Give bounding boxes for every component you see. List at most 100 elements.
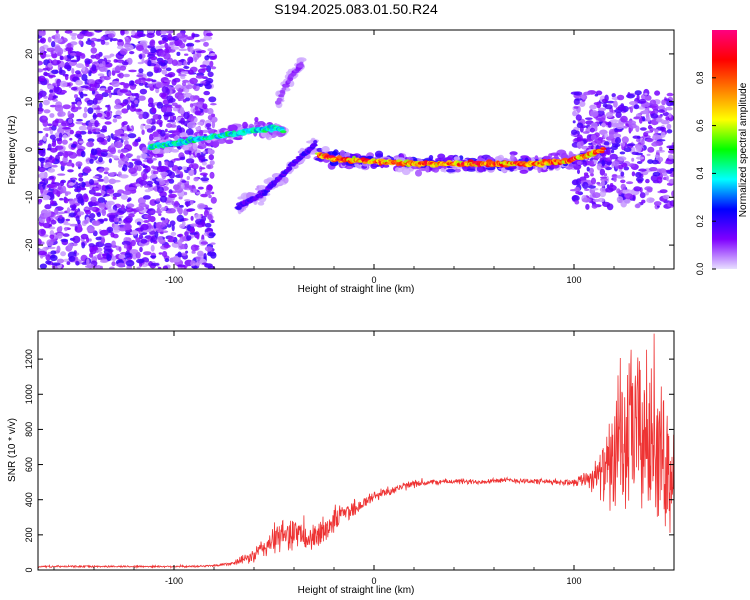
heatmap-cell (635, 171, 642, 178)
heatmap-cell (56, 258, 64, 264)
heatmap-cell (123, 82, 130, 89)
heatmap-cell (75, 63, 85, 69)
heatmap-cell (125, 259, 135, 267)
heatmap-cell (626, 181, 634, 185)
heatmap-cell (165, 210, 173, 214)
spectrogram-x-tick-label: 0 (371, 275, 376, 285)
heatmap-cell (82, 65, 86, 72)
heatmap-cell (83, 219, 89, 224)
heatmap-cell (62, 134, 68, 139)
heatmap-cell (162, 265, 168, 269)
heatmap-cell (119, 89, 128, 93)
heatmap-cell (108, 178, 117, 185)
heatmap-cell (114, 98, 121, 106)
snr-y-tick-label: 0 (24, 567, 34, 572)
heatmap-cell (57, 151, 64, 157)
heatmap-cell (94, 30, 103, 33)
heatmap-cell (139, 88, 148, 95)
heatmap-cell (519, 169, 529, 174)
heatmap-cell (185, 201, 189, 208)
heatmap-cell (104, 121, 112, 125)
heatmap-cell (623, 166, 630, 171)
heatmap-cell (211, 121, 216, 129)
heatmap-cell (201, 161, 207, 166)
heatmap-cell (613, 100, 618, 108)
heatmap-cell (646, 153, 651, 157)
heatmap-cell (124, 36, 129, 40)
heatmap-cell (197, 104, 202, 108)
heatmap-cell (143, 43, 148, 50)
heatmap-cell (92, 112, 97, 120)
heatmap-cell (605, 111, 614, 118)
heatmap-cell (590, 173, 594, 177)
heatmap-cell (95, 129, 99, 133)
heatmap-cell (158, 252, 163, 255)
heatmap-cell (194, 110, 202, 116)
heatmap-cell (666, 92, 674, 97)
heatmap-cell (57, 216, 65, 224)
heatmap-cell (100, 149, 109, 153)
heatmap-cell (172, 121, 177, 125)
heatmap-cell (202, 103, 208, 110)
heatmap-cell (78, 40, 83, 45)
spectrogram-y-tick-label: -20 (24, 239, 34, 252)
heatmap-cell (654, 90, 661, 96)
heatmap-cell (666, 129, 673, 134)
heatmap-cell (194, 39, 201, 43)
heatmap-cell (169, 220, 176, 226)
heatmap-cell (60, 251, 66, 257)
heatmap-cell (180, 107, 185, 115)
heatmap-cell (147, 59, 152, 67)
heatmap-cell (144, 185, 150, 188)
heatmap-cell (100, 190, 106, 195)
heatmap-cell (156, 208, 162, 215)
heatmap-cell (88, 72, 92, 77)
heatmap-cell (133, 164, 139, 172)
heatmap-cell (591, 204, 598, 209)
heatmap-cell (51, 41, 56, 48)
heatmap-cell (650, 113, 659, 119)
spectrogram-x-tick-label: -100 (165, 275, 183, 285)
heatmap-cell (77, 211, 85, 216)
heatmap-cell (604, 104, 613, 110)
heatmap-cell (116, 115, 122, 120)
snr-x-tick-label: -100 (165, 576, 183, 586)
heatmap-cell (191, 250, 196, 254)
heatmap-cell (132, 141, 139, 147)
heatmap-cell (120, 152, 124, 159)
heatmap-cell (111, 256, 117, 261)
heatmap-cell (173, 115, 177, 121)
heatmap-cell (56, 190, 61, 198)
heatmap-cell (207, 48, 213, 52)
heatmap-cell (647, 159, 654, 165)
heatmap-cell (572, 120, 576, 124)
heatmap-cell (611, 143, 621, 148)
heatmap-cell (51, 262, 61, 266)
heatmap-cell (78, 140, 85, 144)
heatmap-cell (297, 65, 305, 68)
heatmap-cell (45, 161, 53, 168)
heatmap-cell (666, 175, 669, 182)
heatmap-cell (121, 136, 130, 140)
heatmap-cell (59, 225, 63, 231)
heatmap-cell (202, 150, 206, 154)
heatmap-cell (160, 195, 167, 203)
heatmap-cell (613, 133, 622, 139)
heatmap-cell (425, 165, 430, 173)
heatmap-cell (38, 68, 44, 73)
heatmap-cell (201, 215, 207, 222)
heatmap-cell (38, 157, 46, 162)
heatmap-cell (454, 168, 461, 173)
heatmap-cell (616, 196, 624, 204)
heatmap-cell (129, 249, 139, 254)
heatmap-cell (163, 244, 171, 249)
heatmap-cell (137, 33, 146, 37)
heatmap-cell (106, 226, 114, 233)
heatmap-cell (205, 32, 213, 37)
heatmap-cell (92, 131, 101, 135)
heatmap-cell (189, 200, 194, 205)
heatmap-cell (150, 56, 158, 61)
heatmap-cell (665, 106, 673, 111)
heatmap-cell (162, 251, 168, 258)
